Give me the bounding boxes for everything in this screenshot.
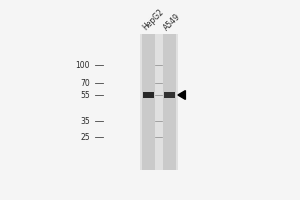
Bar (142, 34, 155, 170)
Text: 35: 35 (80, 116, 90, 126)
Text: HepG2: HepG2 (141, 7, 165, 32)
Text: 55: 55 (80, 90, 90, 99)
Text: A549: A549 (162, 12, 182, 32)
Polygon shape (178, 91, 185, 99)
Bar (143, 92, 154, 98)
Text: 100: 100 (76, 60, 90, 70)
Text: 70: 70 (80, 78, 90, 88)
Bar (163, 34, 176, 170)
Text: 25: 25 (80, 133, 90, 142)
Bar (164, 92, 176, 98)
Bar (140, 34, 178, 170)
